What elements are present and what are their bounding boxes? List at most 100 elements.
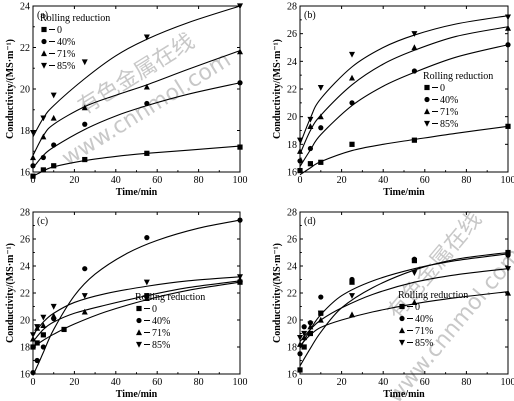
y-tick-label: 16 [20,370,30,381]
data-point [237,274,243,280]
x-tick-label: 40 [111,175,121,186]
fit-curve [299,125,509,176]
y-axis-label: Conductivity/(MS·m⁻¹) [5,39,16,139]
data-point [349,279,355,285]
x-axis-label: Time/min [383,187,425,198]
data-point [301,330,308,337]
x-tick-label: 20 [69,175,79,186]
legend-marker [136,341,142,348]
data-point [81,308,88,315]
data-point [81,59,88,66]
fit-curve [299,251,509,367]
x-tick-label: 80 [461,377,471,388]
data-point [349,293,355,299]
data-point [297,168,303,174]
data-point [505,289,511,296]
legend-marker [136,329,142,336]
data-point [50,303,57,310]
data-point [30,335,36,342]
data-point [51,163,57,169]
legend-entry: 40% [415,314,433,325]
y-axis-label: Conductivity/(MS·m⁻¹) [5,243,16,343]
y-tick-label: 22 [20,289,30,300]
fit-curve [32,276,241,336]
x-tick-label: 0 [31,377,36,388]
series-40pct [30,217,243,376]
data-point [237,48,243,55]
x-tick-label: 100 [233,175,248,186]
x-tick-label: 60 [152,175,162,186]
legend-entry: 85% [440,119,458,130]
legend-marker [41,50,47,57]
data-point [61,326,67,333]
data-point [301,344,307,350]
legend-entry: 0 [440,83,445,94]
legend-marker [136,317,142,324]
data-point [30,370,36,376]
data-point [297,341,303,347]
y-tick-label: 18 [287,343,297,354]
data-point [30,154,36,161]
data-point [411,31,418,37]
data-point [40,115,47,122]
y-tick-label: 18 [20,343,30,354]
x-axis-label: Time/min [116,389,158,400]
x-axis-label: Time/min [383,389,425,400]
fit-curve [32,280,241,342]
data-point [505,42,511,48]
data-point [297,137,303,144]
data-point [505,123,511,129]
data-point [34,324,41,330]
y-tick-label: 18 [287,140,297,151]
data-point [411,299,418,306]
data-point [50,312,57,319]
fit-curve [299,291,509,347]
fit-curve [299,44,509,167]
data-point [307,123,314,129]
y-tick-label: 22 [20,43,30,54]
series-85pct [30,274,243,339]
data-point [411,270,418,276]
x-tick-label: 80 [194,377,204,388]
data-point [82,121,88,127]
data-point [317,113,324,120]
data-point [307,145,313,152]
data-point [40,344,46,350]
x-tick-label: 40 [111,377,121,388]
legend-marker [41,38,47,45]
data-point [40,167,46,173]
data-point [349,141,355,147]
data-point [81,104,88,111]
x-tick-label: 40 [378,377,388,388]
data-point [30,344,36,350]
series-40pct [30,80,243,169]
y-tick-label: 16 [287,168,297,179]
data-point [318,294,324,300]
fit-curve [32,82,241,169]
y-tick-label: 18 [20,126,30,137]
plot-frame [299,5,509,173]
chart-panel-4: 0 20 40 60 80 100 16 18 20 22 24 26 28 Time/min Conduc… [272,208,514,401]
data-point [349,74,355,81]
data-point [505,14,511,21]
x-tick-label: 20 [69,377,79,388]
x-tick-label: 0 [298,175,303,186]
chart-panel-1: 0 20 40 60 80 100 16 18 20 22 24 Time/min Conductivi… [5,2,248,199]
y-tick-label: 22 [287,289,297,300]
y-tick-label: 28 [287,208,297,219]
chart-panels: 0 20 40 60 80 100 16 18 20 22 24 Time/min Conductivi… [5,2,514,401]
data-point [237,279,243,285]
legend-title: Rolling reduction [40,13,110,24]
y-tick-label: 24 [287,262,297,273]
data-point [411,137,417,143]
panel-label: (a) [37,10,48,21]
x-tick-label: 80 [194,175,204,186]
fit-curve [32,281,241,348]
panel-label: (d) [304,216,316,227]
legend-marker [399,327,405,334]
data-point [318,125,324,131]
y-axis-label: Conductivity/(MS·m⁻¹) [272,39,283,139]
legend-entry: 71% [440,107,458,118]
fit-curve [32,50,241,156]
